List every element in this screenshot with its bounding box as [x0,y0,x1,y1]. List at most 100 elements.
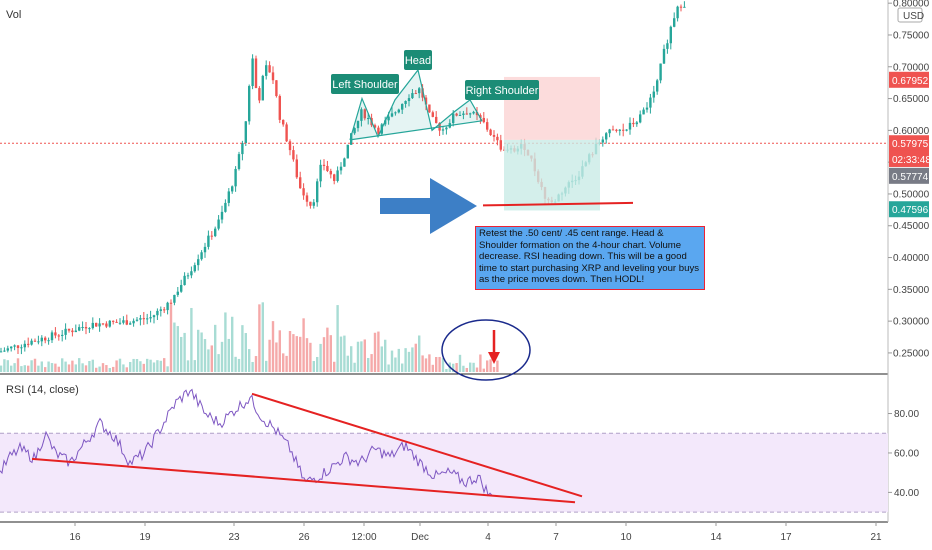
x-tick-label: Dec [411,532,429,543]
volume-bar [288,331,292,372]
candle-body [27,343,30,345]
candle-body [180,285,183,292]
volume-bar [387,364,390,372]
volume-bar [224,312,227,372]
candle-body [322,164,326,166]
candle-body [465,113,468,115]
candle-body [129,323,132,325]
candle-body [50,332,54,341]
candle-body [339,166,343,171]
volume-bar [305,338,309,372]
support-line [482,201,634,207]
candle-body [652,91,655,98]
volume-bar [479,354,482,372]
volume-bar [268,339,271,372]
volume-bar [333,361,336,372]
rsi-panel-label: RSI (14, close) [6,384,79,396]
price-tag-box [889,201,929,218]
volume-bar [370,354,373,372]
candle-body [309,201,312,206]
volume-bar [183,332,186,372]
price-tag-label: 0.47596 [892,205,929,216]
annotation-box [331,74,399,94]
rsi-tick-label: 60.00 [894,448,919,459]
candle-body [292,150,295,160]
volume-bar [203,339,207,372]
candle-body [142,318,145,320]
candle-body [254,58,258,89]
candle-body [224,202,227,212]
candle-body [312,202,315,206]
volume-bar [3,359,6,372]
volume-bar [84,365,88,372]
candle-body [44,337,47,341]
volume-bar [156,360,159,372]
volume-bar [373,332,377,372]
candle-body [683,6,686,8]
candle-body [673,18,676,27]
volume-bar [125,367,128,372]
annotation-label: Left Shoulder [332,79,398,91]
volume-bar [285,355,288,372]
volume-bar [176,326,179,372]
candle-body [214,228,217,237]
candle-body [669,26,672,44]
candle-body [139,318,142,320]
candle-body [316,181,319,203]
volume-bar [37,365,40,372]
volume-bar [326,327,329,372]
volume-bar [350,346,353,372]
volume-bar [237,358,241,372]
volume-bar [302,318,305,372]
volume-bar [360,341,363,372]
price-tick-label: 0.75000 [893,30,930,41]
volume-bar [462,365,465,372]
candle-body [435,116,438,123]
price-tick-label: 0.50000 [893,189,930,200]
candle-body [333,174,336,181]
candle-body [319,164,322,182]
volume-bar [377,331,380,372]
candle-body [455,113,458,116]
annotation-label: Right Shoulder [466,85,539,97]
annotation-label: Head [405,55,431,67]
volume-bar [452,363,455,372]
candle-body [84,326,88,329]
candle-body [197,259,200,266]
volume-bar [10,365,13,372]
candle-body [268,65,271,73]
candle-body [401,103,404,110]
candle-body [135,319,139,321]
candle-body [40,337,43,342]
candle-body [645,107,649,110]
volume-bar [418,335,421,372]
candle-body [642,109,645,115]
candle-body [78,327,81,331]
volume-bar [482,368,485,372]
candle-body [611,129,615,131]
blue-arrow [380,178,477,234]
volume-circle [441,319,531,381]
candle-body [23,343,26,348]
candle-body [237,154,241,169]
red-arrow-head [488,352,500,364]
volume-bar [67,364,71,372]
candle-body [271,72,275,81]
candle-body [441,129,445,131]
volume-bar [180,336,183,372]
candle-body [618,129,621,131]
candle-body [33,340,37,342]
volume-bar [339,336,343,372]
volume-bar [207,349,210,372]
volume-bar [74,364,77,372]
volume-bar [496,360,499,372]
volume-bar [390,350,394,372]
candle-body [302,188,305,196]
volume-bar [64,361,67,372]
x-tick-label: 14 [710,532,722,543]
candle-body [363,109,366,119]
volume-bar [234,356,237,372]
volume-bar [248,349,251,372]
candle-body [47,340,50,342]
